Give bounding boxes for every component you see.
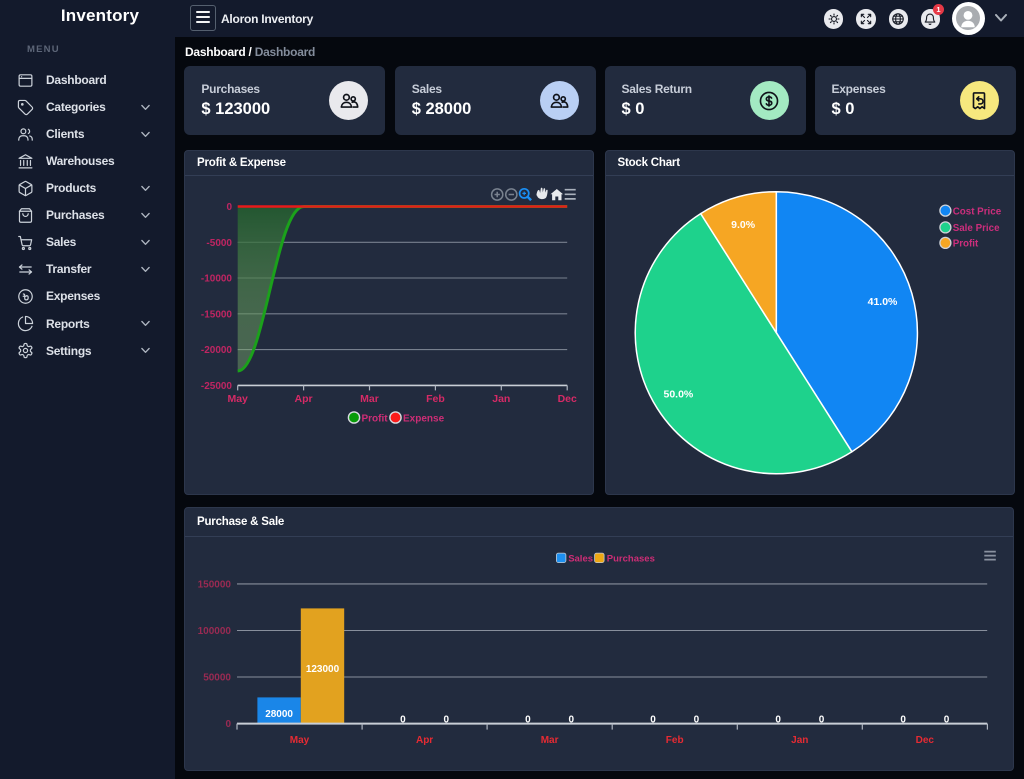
svg-text:Dec: Dec [916,734,935,745]
svg-text:0: 0 [401,714,407,725]
svg-text:Dec: Dec [558,393,577,405]
svg-text:28000: 28000 [266,708,294,719]
svg-text:Purchases: Purchases [607,553,655,564]
svg-text:0: 0 [776,714,782,725]
svg-text:-20000: -20000 [201,345,233,356]
svg-text:Jan: Jan [792,734,809,745]
svg-text:0: 0 [901,714,907,725]
svg-text:150000: 150000 [198,579,232,590]
svg-text:50000: 50000 [204,672,232,683]
svg-text:Profit: Profit [362,413,389,424]
svg-text:0: 0 [819,714,825,725]
svg-text:-5000: -5000 [206,238,232,249]
svg-text:Apr: Apr [416,734,433,745]
svg-text:Feb: Feb [426,393,445,405]
svg-text:May: May [290,734,310,745]
svg-text:Apr: Apr [295,393,313,405]
svg-text:50.0%: 50.0% [663,388,693,400]
svg-text:Sales: Sales [569,553,594,564]
svg-text:Jan: Jan [492,393,510,405]
svg-text:41.0%: 41.0% [867,296,897,308]
svg-text:Mar: Mar [541,734,559,745]
svg-text:May: May [227,393,248,405]
svg-text:-25000: -25000 [201,381,233,392]
svg-text:Sale Price: Sale Price [952,223,999,234]
svg-text:0: 0 [444,714,450,725]
svg-text:Feb: Feb [666,734,684,745]
svg-text:0: 0 [526,714,532,725]
svg-text:0: 0 [226,719,232,730]
svg-text:0: 0 [226,202,232,213]
svg-text:Expense: Expense [403,413,445,424]
svg-text:0: 0 [569,714,575,725]
svg-text:-15000: -15000 [201,309,233,320]
svg-text:0: 0 [944,714,950,725]
svg-text:0: 0 [651,714,657,725]
svg-text:Cost Price: Cost Price [952,206,1001,217]
svg-text:100000: 100000 [198,626,232,637]
svg-text:0: 0 [694,714,700,725]
svg-text:Mar: Mar [360,393,379,405]
svg-text:-10000: -10000 [201,274,233,285]
svg-text:9.0%: 9.0% [731,219,756,231]
svg-text:Profit: Profit [952,239,978,250]
svg-text:123000: 123000 [306,664,340,675]
